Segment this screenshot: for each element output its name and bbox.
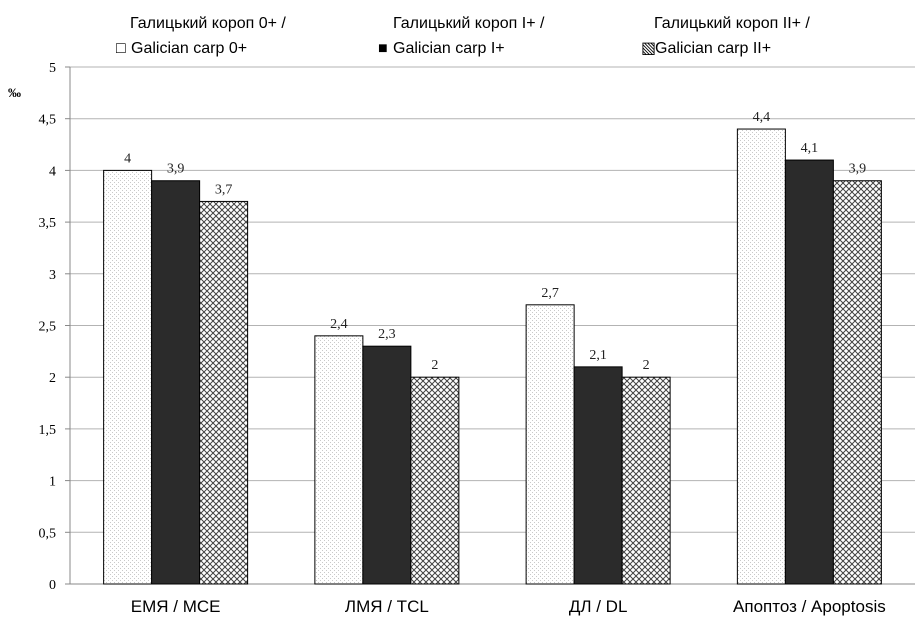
- y-axis-ticks: 0 0,5 1 1,5 2 2,5 3 3,5 4 4,5 5: [39, 61, 57, 593]
- legend-item-IIplus: Галицький короп II+ / ▧ Galician carp II…: [641, 15, 810, 57]
- data-labels: 4 3,9 3,7 2,4 2,3 2 2,7 2,1 2 4,4 4,1 3,9: [124, 110, 866, 373]
- y-tick-label: 4: [49, 164, 56, 179]
- y-tick-label: 2,5: [39, 320, 57, 335]
- legend-label-IIplus-line2: Galician carp II+: [655, 40, 771, 57]
- x-category-label: ЛМЯ / TCL: [345, 597, 429, 616]
- bar: [525, 304, 575, 585]
- data-label: 3,7: [215, 182, 233, 197]
- x-category-label: ЕМЯ / MCE: [131, 597, 221, 616]
- legend-item-0plus: Галицький короп 0+ / □ Galician carp 0+: [116, 15, 286, 57]
- data-label: 4,1: [801, 141, 819, 156]
- legend-label-0plus-line2: Galician carp 0+: [131, 40, 247, 57]
- y-tick-label: 0,5: [39, 526, 57, 541]
- x-category-label: ДЛ / DL: [569, 597, 628, 616]
- y-tick-label: 4,5: [39, 113, 57, 128]
- bar: [151, 180, 201, 585]
- y-tick-label: 3: [49, 268, 56, 283]
- legend-symbol-Iplus: ■: [378, 40, 388, 57]
- y-tick-label: 2: [49, 371, 56, 386]
- data-label: 4: [124, 151, 131, 166]
- bar: [362, 345, 412, 585]
- legend: Галицький короп 0+ / □ Galician carp 0+ …: [116, 15, 810, 57]
- y-tick-label: 5: [49, 61, 56, 76]
- legend-item-Iplus: Галицький короп I+ / ■ Galician carp I+: [378, 15, 545, 57]
- legend-label-0plus-line1: Галицький короп 0+ /: [130, 15, 286, 32]
- data-label: 2,3: [378, 327, 396, 342]
- data-label: 2: [643, 358, 650, 373]
- bar: [736, 128, 786, 585]
- y-tick-label: 0: [49, 578, 56, 593]
- data-label: 4,4: [753, 110, 771, 125]
- x-category-label: Апоптоз / Apoptosis: [733, 597, 886, 616]
- bar: [103, 169, 153, 585]
- y-axis-unit-label: ‰: [8, 85, 21, 100]
- bar: [199, 200, 249, 585]
- bar: [314, 335, 364, 585]
- bar: [410, 376, 460, 585]
- x-axis-categories: ЕМЯ / MCE ЛМЯ / TCL ДЛ / DL Апоптоз / Apopt…: [131, 597, 886, 616]
- bar: [573, 366, 623, 585]
- data-label: 2,7: [541, 286, 559, 301]
- legend-label-Iplus-line1: Галицький короп I+ /: [393, 15, 545, 32]
- data-label: 3,9: [167, 162, 185, 177]
- data-label: 2: [431, 358, 438, 373]
- y-tick-label: 1: [49, 475, 56, 490]
- data-label: 2,1: [589, 348, 607, 363]
- legend-label-IIplus-line1: Галицький короп II+ /: [654, 15, 810, 32]
- y-tick-label: 3,5: [39, 216, 57, 231]
- bars: [103, 128, 882, 585]
- data-label: 2,4: [330, 317, 348, 332]
- data-label: 3,9: [849, 162, 867, 177]
- legend-label-Iplus-line2: Galician carp I+: [393, 40, 505, 57]
- bar: [621, 376, 671, 585]
- bar: [784, 159, 834, 585]
- legend-symbol-0plus: □: [116, 40, 126, 57]
- y-tick-label: 1,5: [39, 423, 57, 438]
- legend-symbol-IIplus: ▧: [641, 40, 656, 57]
- bar: [832, 180, 882, 585]
